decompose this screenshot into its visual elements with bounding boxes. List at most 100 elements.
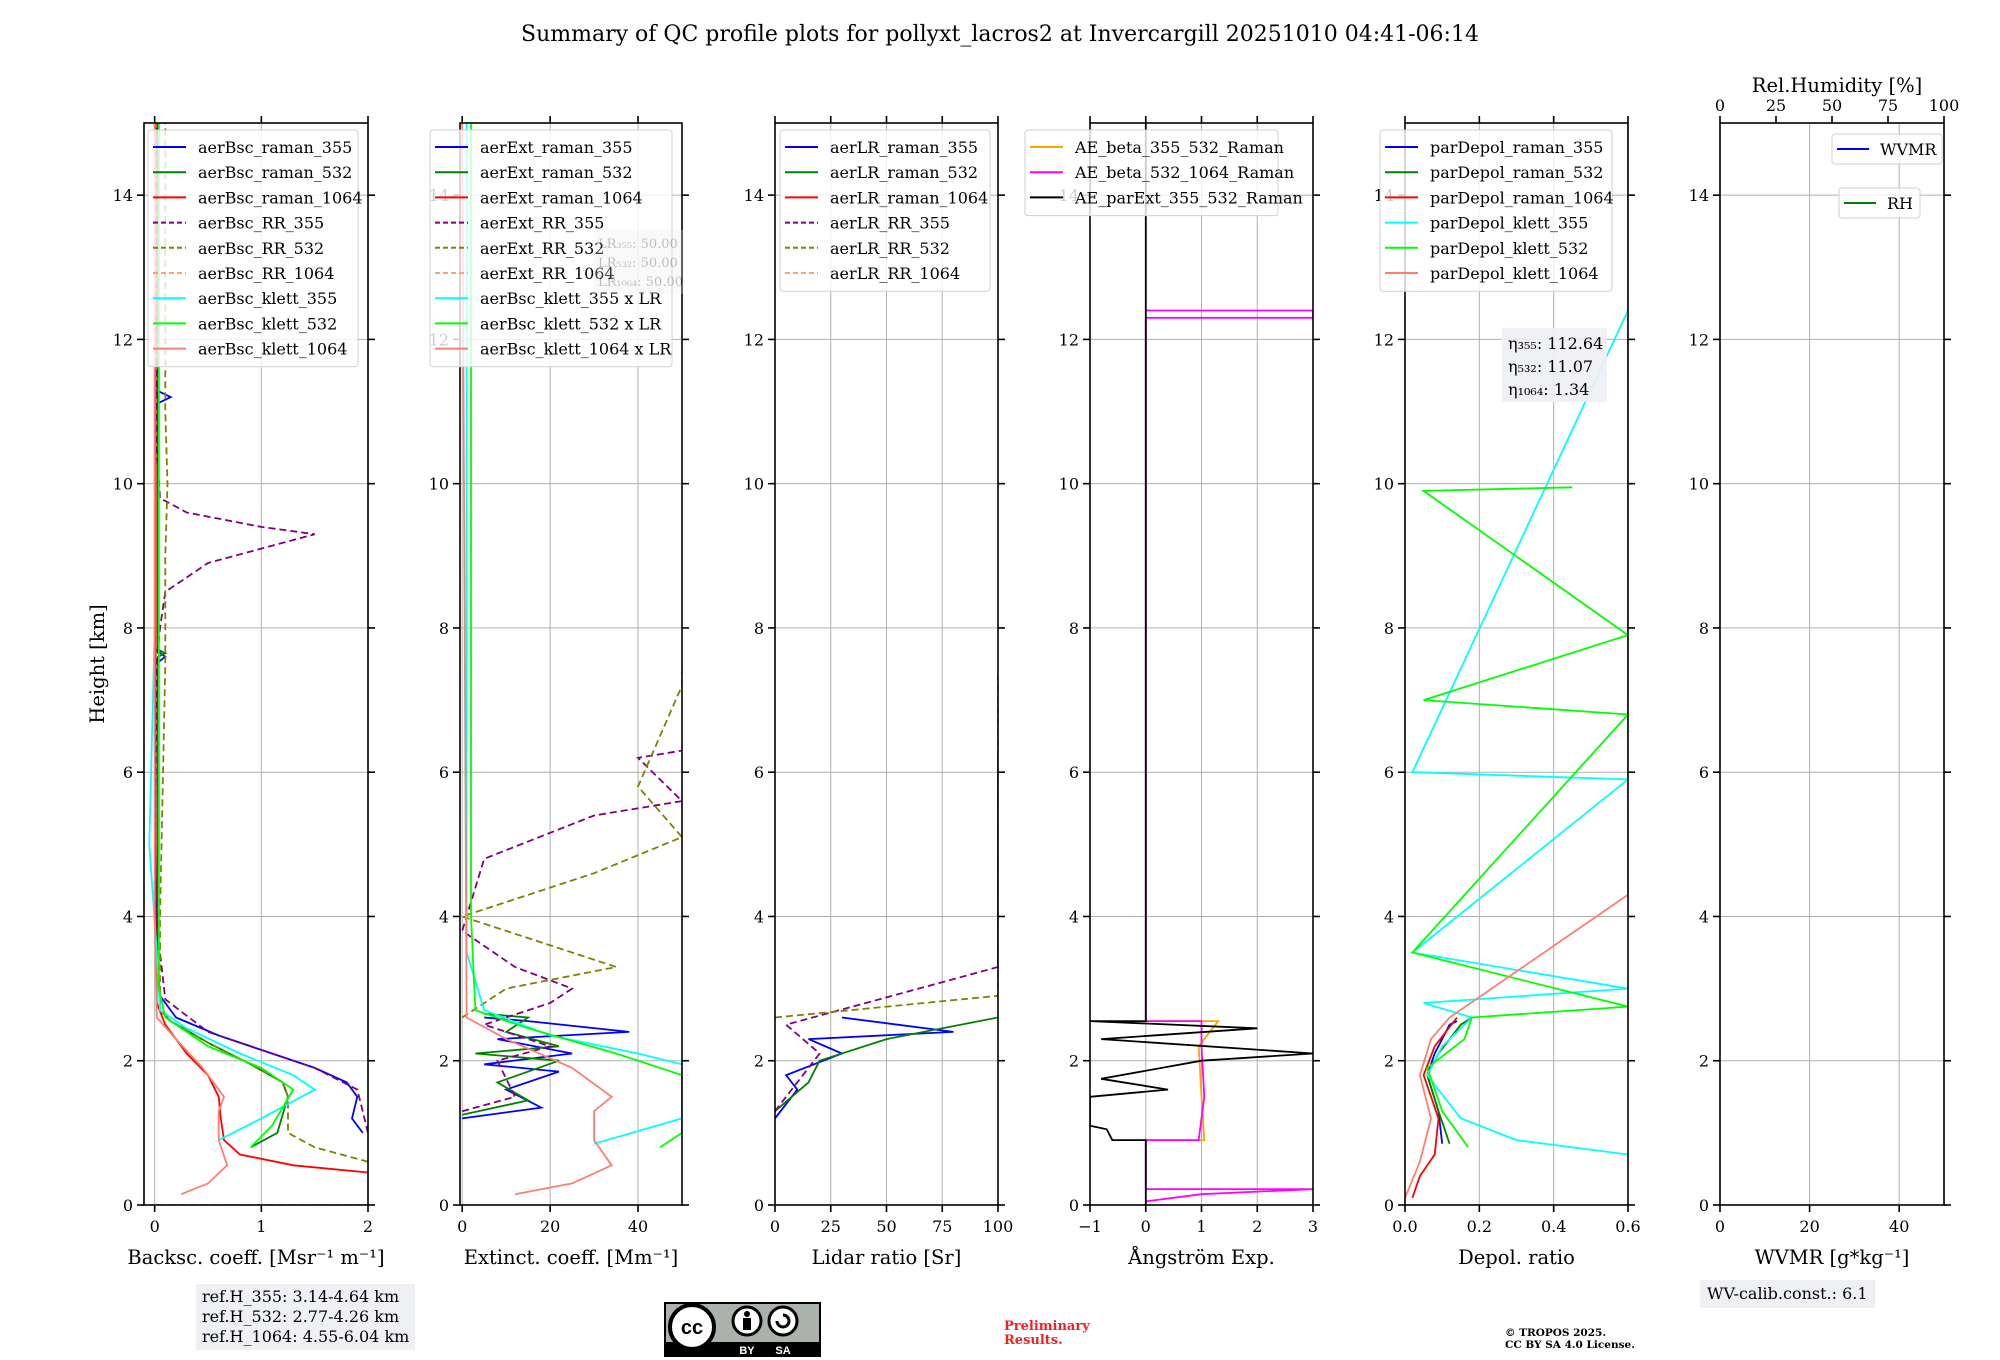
x-tick-label: 25: [821, 1217, 841, 1236]
x-tick-label: −1: [1078, 1217, 1102, 1236]
top-x-axis-label: Rel.Humidity [%]: [1752, 74, 1922, 97]
y-tick-label: 6: [1699, 763, 1709, 782]
y-tick-label: 0: [123, 1196, 133, 1215]
eta-text: η₁₀₆₄: 1.34: [1508, 380, 1589, 399]
legend-rh: RH: [1838, 187, 1921, 219]
y-tick-label: 4: [123, 907, 133, 926]
legend-label: aerBsc_RR_532: [198, 239, 324, 258]
x-tick-label: 40: [1889, 1217, 1909, 1236]
legend-frame: [147, 129, 359, 368]
x-tick-label: 100: [983, 1217, 1014, 1236]
legend-label: aerBsc_RR_1064: [198, 264, 334, 283]
y-tick-label: 14: [744, 186, 764, 205]
y-tick-label: 8: [123, 619, 133, 638]
series-line-aerbsc-klett-355: [148, 123, 317, 1141]
y-tick-label: 2: [1384, 1052, 1394, 1071]
series-line-ae-beta-355-532-raman: [1145, 1020, 1221, 1141]
legend-label: aerBsc_raman_532: [198, 163, 352, 182]
lidar-ratio-annotation: LR₃₅₅: 50.00 LR₅₃₂: 50.00 LR₁₀₆₄: 50.00: [594, 230, 684, 294]
x-tick-label: 1: [1196, 1217, 1206, 1236]
legend-label: RH: [1887, 194, 1913, 213]
y-tick-label: 4: [1384, 907, 1394, 926]
legend-label: aerExt_RR_1064: [480, 264, 615, 283]
series-line-pardepol-klett-355: [1410, 303, 1628, 1156]
y-tick-label: 2: [1699, 1052, 1709, 1071]
x-tick-label: 2: [1252, 1217, 1262, 1236]
x-tick-label: 0: [1141, 1217, 1151, 1236]
y-tick-label: 0: [439, 1196, 449, 1215]
y-axis-label: Height [km]: [86, 604, 109, 723]
series-line-aerbsc-klett-355-x-lr: [465, 123, 682, 1145]
series-line-pardepol-klett-1064: [1405, 123, 1628, 1199]
axes-frame: [1719, 122, 1945, 1206]
y-tick-label: 10: [1374, 475, 1394, 494]
legend-label: aerExt_RR_532: [480, 239, 604, 258]
legend-frame: [429, 129, 673, 368]
y-tick-label: 10: [429, 475, 449, 494]
series-line-aerbsc-klett-532-x-lr: [470, 123, 682, 1149]
x-tick-label: 0: [770, 1217, 780, 1236]
x-axis-label: Extinct. coeff. [Mm⁻¹]: [464, 1246, 679, 1269]
y-tick-label: 0: [1384, 1196, 1394, 1215]
x-tick-label: 0.2: [1467, 1217, 1492, 1236]
preliminary-line-2: Results.: [1004, 1333, 1063, 1348]
legend-label: AE_beta_532_1064_Raman: [1074, 163, 1294, 182]
series-group: [1405, 123, 1628, 1199]
top-x-tick-label: 75: [1878, 96, 1898, 115]
y-tick-label: 4: [439, 907, 449, 926]
y-tick-label: 6: [439, 763, 449, 782]
y-tick-label: 4: [1699, 907, 1709, 926]
y-tick-label: 10: [113, 475, 133, 494]
series-line-aerlr-raman-532: [775, 1016, 998, 1112]
panel-angstrom: −1012302468101214Ångström Exp.AE_beta_35…: [1024, 116, 1320, 1269]
series-line-ae-parext-355-532-raman: [1090, 123, 1313, 1205]
wv-calibration-box: WV-calib.const.: 6.1: [1700, 1280, 1875, 1308]
top-x-tick-label: 0: [1715, 96, 1725, 115]
y-tick-label: 6: [754, 763, 764, 782]
cc-icon-text: cc: [681, 1317, 703, 1339]
series-line-aerbsc-klett-1064-x-lr: [461, 123, 614, 1196]
axes-frame: [459, 122, 683, 1206]
y-tick-label: 2: [123, 1052, 133, 1071]
y-tick-label: 6: [1384, 763, 1394, 782]
preliminary-line-1: Preliminary: [1004, 1319, 1090, 1334]
legend-frame: [1379, 129, 1613, 292]
legend-frame: [1024, 129, 1279, 217]
preliminary-results-note: Preliminary Results.: [1004, 1320, 1090, 1348]
series-group: [148, 123, 368, 1205]
legend-label: parDepol_klett_532: [1430, 239, 1588, 258]
y-tick-label: 8: [439, 619, 449, 638]
x-axis-label: WVMR [g*kg⁻¹]: [1755, 1246, 1910, 1269]
lidar-ratio-text: LR₅₃₂: 50.00: [598, 256, 678, 271]
cc-by-sa-license-badge: cc BY SA: [664, 1302, 821, 1357]
legend-label: aerBsc_klett_355 x LR: [480, 289, 662, 308]
copyright-note: © TROPOS 2025. CC BY SA 4.0 License.: [1505, 1327, 1635, 1351]
legend-label: aerLR_RR_532: [830, 239, 950, 258]
x-axis-label: Depol. ratio: [1458, 1246, 1575, 1269]
y-tick-label: 6: [1069, 763, 1079, 782]
ref-height-1064: ref.H_1064: 4.55-6.04 km: [202, 1327, 410, 1346]
panel-depolarization: 0.00.20.40.602468101214Depol. ratioparDe…: [1374, 116, 1641, 1269]
legend-label: parDepol_klett_1064: [1430, 264, 1599, 283]
y-tick-label: 14: [1689, 186, 1709, 205]
x-tick-label: 3: [1308, 1217, 1318, 1236]
sa-share-alike-icon: [767, 1305, 799, 1337]
y-tick-label: 2: [754, 1052, 764, 1071]
y-tick-label: 2: [439, 1052, 449, 1071]
series-group: [460, 123, 682, 1196]
copyright-line-2: CC BY SA 4.0 License.: [1505, 1339, 1635, 1351]
legend-label: aerLR_raman_1064: [830, 188, 988, 207]
legend-label: aerExt_raman_532: [480, 163, 633, 182]
legend-label: aerBsc_klett_532 x LR: [480, 314, 662, 333]
legend: parDepol_raman_355 parDepol_raman_532 parD…: [1379, 129, 1614, 292]
y-tick-label: 12: [1374, 330, 1394, 349]
y-tick-label: 6: [123, 763, 133, 782]
y-tick-label: 10: [744, 475, 764, 494]
legend-label: aerExt_raman_355: [480, 138, 633, 157]
lidar-ratio-text: LR₃₅₅: 50.00: [598, 237, 678, 252]
y-tick-label: 14: [113, 186, 133, 205]
eta-text: η₅₃₂: 11.07: [1508, 357, 1593, 376]
y-tick-label: 12: [744, 330, 764, 349]
by-icon-body: [743, 1318, 751, 1330]
